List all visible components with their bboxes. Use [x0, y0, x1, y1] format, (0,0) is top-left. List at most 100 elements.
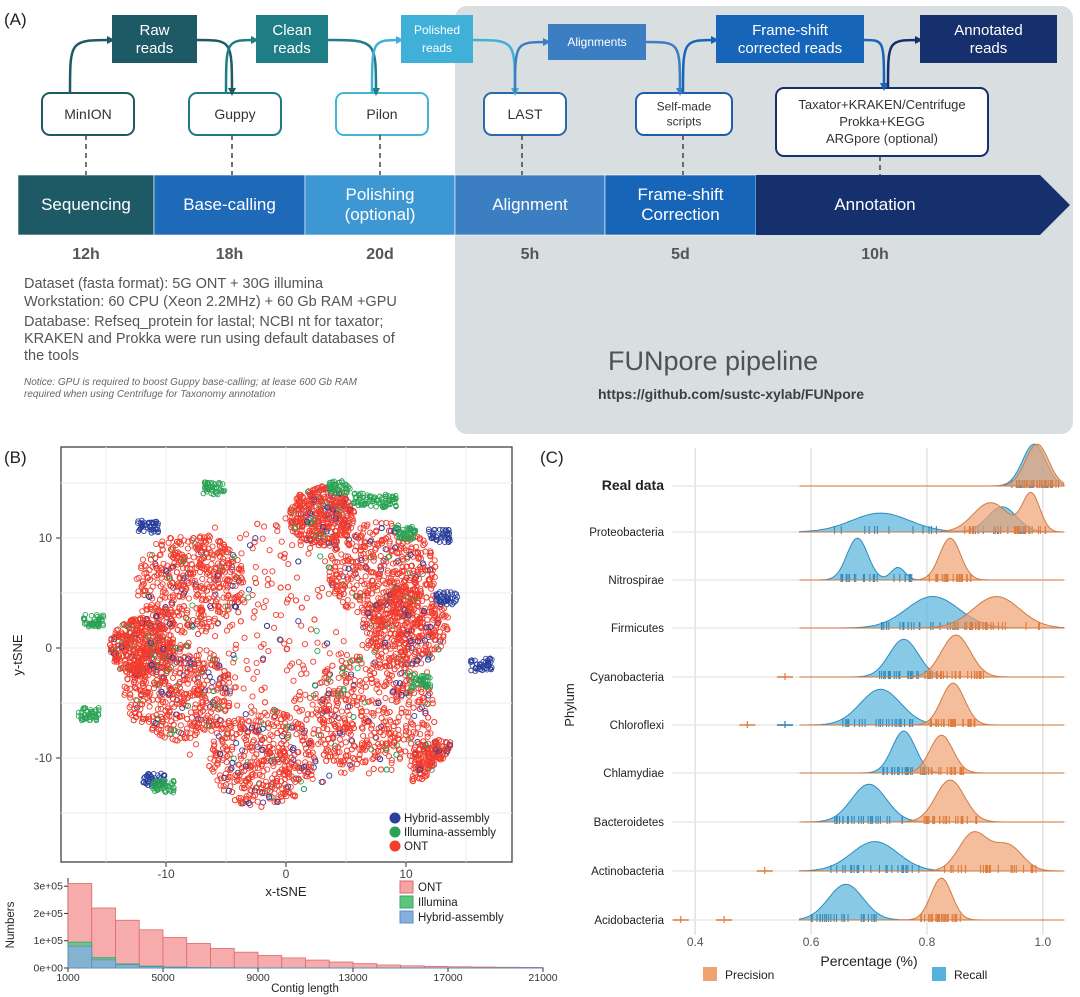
ont-point	[283, 646, 290, 653]
ont-point	[386, 538, 393, 545]
ont-point	[169, 620, 176, 627]
ont-point	[138, 657, 145, 664]
ont-point	[254, 668, 261, 676]
ont-point	[136, 669, 143, 676]
ont-point	[395, 691, 402, 698]
ont-point	[293, 597, 300, 604]
ont-point	[108, 644, 115, 651]
output-box-4	[716, 15, 864, 63]
ont-point	[156, 682, 163, 689]
hybrid-point	[289, 746, 296, 753]
ont-point	[381, 562, 388, 569]
stage-label-3: Alignment	[492, 195, 568, 214]
ont-point	[176, 574, 183, 581]
ont-point	[412, 580, 419, 587]
ont-point	[305, 530, 312, 537]
ont-point	[432, 624, 440, 631]
ont-point	[339, 761, 346, 768]
flow-arrow-7	[645, 40, 684, 96]
ont-point	[256, 788, 264, 796]
ont-point	[333, 586, 340, 593]
ont-point	[326, 650, 333, 657]
ont-point	[337, 567, 344, 574]
ont-point	[398, 705, 405, 712]
ont-point	[296, 506, 303, 513]
ont-point	[377, 598, 384, 605]
ont-point	[286, 638, 293, 645]
ont-point	[258, 686, 265, 693]
ont-point	[375, 741, 382, 748]
hybrid-point	[160, 646, 167, 653]
ont-point	[362, 759, 369, 766]
ont-point	[408, 720, 415, 727]
ont-point	[167, 534, 174, 542]
ont-point	[193, 741, 200, 748]
ont-point	[287, 662, 294, 669]
ont-point	[227, 766, 234, 773]
ont-point	[386, 623, 393, 630]
hybrid-point	[180, 575, 187, 582]
ont-point	[405, 701, 412, 708]
flow-arrow-9	[863, 38, 888, 91]
ont-point	[326, 568, 333, 576]
output-label-5: Annotated reads	[954, 22, 1022, 57]
ont-point	[225, 774, 232, 781]
ont-point	[406, 668, 413, 675]
ont-point	[123, 685, 130, 692]
ont-point	[338, 551, 345, 558]
ont-point	[125, 662, 132, 669]
ont-point	[210, 584, 217, 592]
hybrid-point	[209, 678, 216, 686]
ont-point	[295, 692, 302, 699]
ont-point	[181, 694, 188, 701]
ont-point	[222, 707, 229, 714]
ont-point	[200, 688, 208, 696]
ont-point	[265, 648, 272, 655]
illumina-point	[325, 564, 332, 571]
ont-point	[317, 680, 324, 687]
ont-point	[156, 552, 163, 559]
ont-point	[257, 643, 265, 650]
illumina-point	[172, 644, 179, 651]
hybrid-point	[418, 704, 425, 711]
hybrid-point	[347, 761, 354, 769]
ont-point	[163, 571, 170, 578]
ont-point	[220, 698, 227, 705]
ont-point	[391, 653, 398, 660]
ont-point	[333, 629, 340, 636]
ont-point	[388, 697, 395, 704]
ont-point	[372, 627, 379, 635]
hybrid-point	[419, 560, 426, 567]
ont-point	[190, 616, 197, 623]
illumina-point	[317, 553, 324, 560]
ont-point	[275, 782, 283, 789]
ont-point	[374, 587, 381, 594]
tool-label-2: Pilon	[366, 106, 397, 122]
ont-point	[168, 563, 175, 571]
ont-point	[167, 639, 174, 646]
hybrid-point	[252, 535, 259, 542]
ont-point	[244, 741, 251, 748]
ont-point	[155, 726, 162, 733]
flow-arrow-1	[196, 38, 236, 96]
ont-point	[237, 752, 244, 759]
ont-point	[316, 593, 323, 600]
ont-point	[152, 554, 159, 562]
illumina-point	[357, 656, 364, 663]
ont-point	[144, 688, 151, 696]
ont-point	[386, 717, 394, 724]
ont-point	[382, 718, 389, 725]
ont-point	[279, 797, 286, 804]
ont-point	[287, 518, 294, 525]
ont-point	[346, 508, 353, 515]
ont-point	[142, 662, 149, 669]
ont-point	[394, 570, 401, 577]
ont-point	[268, 580, 275, 587]
ont-point	[365, 642, 372, 649]
ont-point	[237, 534, 244, 541]
illumina-point	[383, 766, 390, 773]
stage-label-2: Polishing (optional)	[345, 185, 416, 224]
stage-3	[454, 174, 606, 236]
ont-point	[388, 672, 396, 679]
ont-point	[398, 612, 405, 620]
